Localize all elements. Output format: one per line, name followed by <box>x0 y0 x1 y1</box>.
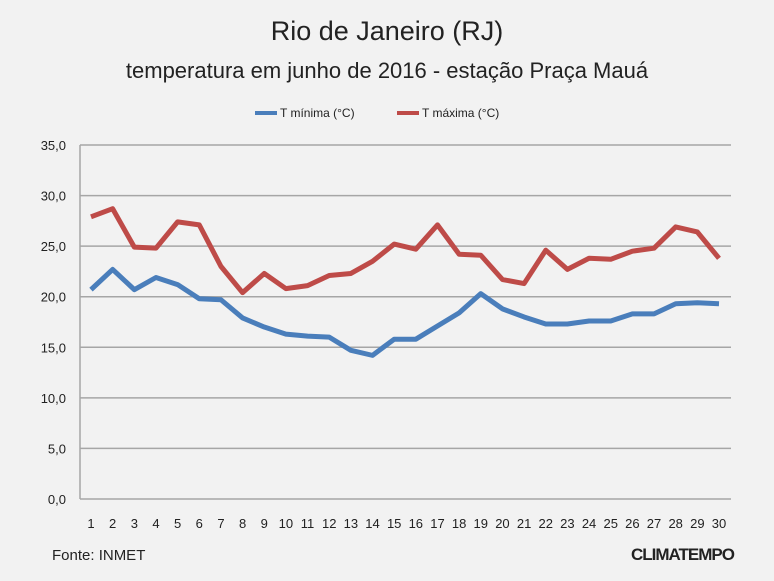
x-tick-label: 30 <box>712 516 726 531</box>
source-label: Fonte: INMET <box>52 547 146 564</box>
y-tick-label: 0,0 <box>48 492 66 507</box>
y-tick-label: 30,0 <box>41 189 66 204</box>
series-line-min <box>89 266 720 358</box>
x-tick-label: 8 <box>239 516 246 531</box>
x-tick-label: 25 <box>603 516 617 531</box>
x-tick-label: 17 <box>430 516 444 531</box>
chart-subtitle: temperatura em junho de 2016 - estação P… <box>125 58 649 83</box>
x-tick-label: 12 <box>322 516 336 531</box>
x-tick-label: 28 <box>668 516 682 531</box>
x-tick-label: 1 <box>87 516 94 531</box>
x-tick-label: 29 <box>690 516 704 531</box>
legend-label: T máxima (°C) <box>422 106 499 120</box>
x-tick-label: 11 <box>301 516 315 531</box>
x-tick-label: 22 <box>539 516 553 531</box>
x-tick-label: 7 <box>217 516 224 531</box>
y-tick-label: 25,0 <box>41 239 66 254</box>
x-tick-label: 23 <box>560 516 574 531</box>
x-tick-label: 27 <box>647 516 661 531</box>
y-tick-label: 20,0 <box>41 290 66 305</box>
x-tick-label: 9 <box>261 516 268 531</box>
x-tick-label: 5 <box>174 516 181 531</box>
x-tick-label: 14 <box>365 516 379 531</box>
y-tick-label: 5,0 <box>48 441 66 456</box>
x-tick-label: 21 <box>517 516 531 531</box>
x-tick-label: 18 <box>452 516 466 531</box>
x-tick-label: 4 <box>152 516 159 531</box>
x-tick-label: 10 <box>279 516 293 531</box>
x-tick-label: 3 <box>131 516 138 531</box>
legend-label: T mínima (°C) <box>280 106 355 120</box>
y-tick-label: 10,0 <box>41 391 66 406</box>
x-tick-label: 20 <box>495 516 509 531</box>
x-tick-label: 2 <box>109 516 116 531</box>
y-tick-label: 35,0 <box>41 138 66 153</box>
series-line-max <box>90 206 721 296</box>
x-tick-label: 6 <box>196 516 203 531</box>
x-tick-label: 19 <box>474 516 488 531</box>
x-tick-label: 26 <box>625 516 639 531</box>
climatempo-logo: CLIMATEMPO <box>630 545 735 564</box>
x-tick-label: 13 <box>344 516 358 531</box>
y-tick-label: 15,0 <box>41 340 66 355</box>
x-tick-label: 15 <box>387 516 401 531</box>
x-tick-label: 24 <box>582 516 596 531</box>
chart-title: Rio de Janeiro (RJ) <box>270 16 504 46</box>
x-tick-label: 16 <box>409 516 423 531</box>
